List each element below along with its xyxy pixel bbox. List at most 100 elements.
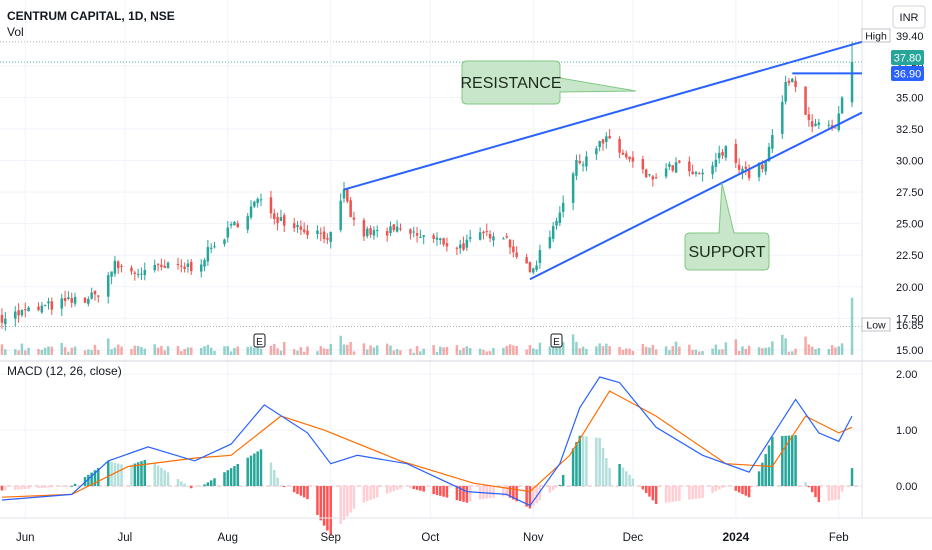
candle-body — [409, 229, 412, 234]
candle-body — [711, 165, 714, 175]
histogram-bar — [834, 486, 837, 500]
marker-price-badge: 36.90 — [891, 66, 924, 81]
volume-bar — [598, 343, 601, 355]
currency-label: INR — [900, 12, 919, 24]
volume-bar — [209, 347, 213, 355]
candle-body — [458, 244, 462, 249]
candle-body — [757, 162, 761, 178]
histogram-bar — [176, 479, 180, 487]
volume-bar — [508, 344, 512, 355]
price-axis[interactable]: 37.5035.0032.5030.0027.5025.0022.5020.00… — [896, 61, 924, 357]
volume-bar — [678, 346, 681, 355]
volume-bar — [166, 346, 170, 355]
candle-body — [744, 166, 748, 169]
candle-body — [701, 172, 704, 175]
price-tick-label: 15.00 — [896, 345, 924, 357]
volume-bar — [107, 338, 110, 355]
histogram-bar — [412, 486, 415, 489]
volume-bar — [409, 348, 412, 355]
histogram-bar — [306, 486, 309, 500]
candle-body — [478, 232, 482, 240]
candle-body — [180, 265, 183, 267]
volume-bar — [468, 348, 472, 355]
candlesticks — [0, 41, 854, 331]
histogram-bar — [282, 486, 286, 488]
candle-body — [319, 232, 323, 234]
time-axis-label: Feb — [829, 532, 849, 544]
histogram-bar — [455, 486, 459, 501]
resistance-trendline[interactable] — [343, 40, 863, 191]
histogram-bar — [439, 486, 442, 496]
candle-body — [625, 153, 628, 158]
volume-bar — [120, 346, 123, 355]
histogram-bar — [60, 486, 64, 487]
histogram-bar — [804, 482, 807, 487]
volume-bar — [110, 349, 113, 355]
last-price-badge: 37.80 — [891, 50, 924, 65]
histogram-bar — [548, 486, 552, 493]
volume-bar — [621, 349, 625, 355]
histogram-bar — [747, 486, 751, 498]
volume-bar — [698, 351, 701, 355]
candle-body — [714, 159, 718, 167]
macd-axis[interactable]: 2.00 1.00 0.00 — [896, 369, 917, 493]
candle-body — [551, 226, 555, 239]
candle-body — [827, 124, 831, 126]
candle-body — [648, 174, 651, 176]
trendlines[interactable] — [343, 40, 863, 281]
candle-body — [741, 168, 744, 173]
volume-bar — [787, 351, 791, 355]
candle-body — [110, 271, 113, 277]
volume-bar — [478, 348, 482, 355]
histogram-bar — [140, 461, 143, 487]
histogram-bar — [226, 470, 230, 487]
candle-body — [747, 170, 751, 179]
volume-bar — [515, 346, 518, 355]
volume-bar — [329, 343, 332, 355]
resistance-callout[interactable]: RESISTANCE — [460, 60, 637, 105]
histogram-bar — [276, 477, 279, 487]
volume-bar — [764, 347, 767, 355]
volume-bar — [40, 349, 44, 355]
price-tick-label: 30.00 — [896, 156, 924, 168]
symbol-title: CENTRUM CAPITAL, 1D, NSE — [7, 9, 175, 23]
histogram-bar — [585, 436, 588, 487]
volume-bar — [306, 346, 309, 355]
candle-body — [814, 123, 817, 127]
histogram-bar — [136, 462, 140, 487]
earnings-marker[interactable]: E — [253, 333, 266, 348]
macd-signal-line — [1, 390, 853, 498]
volume-bar — [744, 349, 748, 355]
volume-bar — [827, 348, 831, 355]
histogram-bar — [515, 486, 518, 502]
volume-bar — [648, 347, 651, 355]
histogram-bar — [366, 486, 369, 502]
candle-body — [575, 159, 578, 176]
time-axis[interactable]: Jun Jul Aug Sep Oct Nov Dec 2024 Feb — [16, 530, 849, 544]
volume-bar — [346, 344, 349, 355]
support-trendline[interactable] — [529, 111, 863, 281]
candle-body — [794, 80, 797, 88]
volume-bar — [60, 342, 64, 355]
histogram-bar — [17, 486, 20, 490]
histogram-bar — [810, 486, 814, 493]
candle-body — [156, 264, 160, 266]
histogram-bar — [20, 486, 24, 490]
support-callout[interactable]: SUPPORT — [684, 182, 770, 271]
volume-bar — [339, 335, 342, 355]
histogram-bar — [837, 486, 841, 500]
histogram-bar — [840, 486, 844, 492]
earnings-marker[interactable]: E — [550, 333, 563, 348]
candle-body — [445, 243, 449, 247]
candle-body — [435, 237, 439, 240]
candle-body — [694, 172, 698, 174]
low-label-box — [861, 317, 891, 332]
histogram-bar — [166, 472, 170, 487]
histogram-bar — [784, 435, 787, 487]
histogram-bar — [618, 463, 621, 487]
volume-bar — [133, 345, 137, 355]
currency-button[interactable]: INR — [892, 5, 926, 29]
volume-bar — [462, 347, 465, 355]
volume-bar — [717, 349, 721, 355]
